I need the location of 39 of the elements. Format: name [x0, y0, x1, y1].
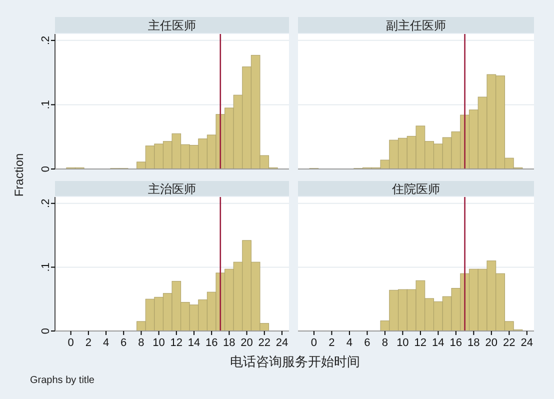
- y-tick-label: .1: [40, 100, 52, 110]
- y-tick-label: .1: [40, 262, 52, 272]
- y-axis-title: Fraction: [12, 153, 26, 197]
- x-tick-label: 24: [276, 336, 288, 349]
- x-tick-label: 8: [138, 336, 144, 349]
- x-tick-label: 22: [503, 336, 516, 349]
- x-tick-label: 6: [120, 336, 127, 349]
- x-tick-label: 16: [205, 336, 218, 349]
- x-tick-label: 24: [520, 336, 534, 349]
- x-tick-label: 4: [346, 336, 353, 349]
- x-tick-label: 10: [152, 336, 165, 349]
- x-tick-label: 14: [432, 336, 444, 349]
- x-tick-label: 18: [223, 336, 236, 349]
- x-tick-label: 12: [170, 336, 183, 349]
- chart-title: 主任医师: [148, 18, 196, 32]
- text: Graphs by title: [30, 375, 95, 386]
- x-tick-label: 8: [382, 336, 388, 349]
- x-tick-label: 20: [240, 336, 253, 349]
- chart-title: 主治医师: [148, 182, 196, 196]
- x-tick-label: 16: [450, 336, 462, 349]
- x-tick-label: 14: [188, 336, 200, 349]
- y-tick-label: .2: [40, 198, 52, 208]
- x-axis-title: 电话咨询服务开始时间: [230, 354, 360, 369]
- y-tick-label: .2: [40, 36, 52, 46]
- x-tick-label: 10: [396, 336, 409, 349]
- chart-title: 副主任医师: [386, 18, 446, 32]
- x-tick-label: 18: [468, 336, 480, 349]
- x-tick-label: 2: [328, 336, 335, 349]
- chart-title: 住院医师: [391, 182, 440, 196]
- x-tick-label: 2: [85, 336, 92, 349]
- x-tick-label: 12: [414, 336, 427, 349]
- x-tick-label: 20: [485, 336, 498, 349]
- x-tick-label: 4: [102, 336, 110, 349]
- x-tick-label: 0: [310, 336, 318, 349]
- y-tick-label: 0: [40, 328, 52, 334]
- y-tick-label: 0: [40, 166, 52, 172]
- x-tick-label: 0: [68, 336, 74, 349]
- x-tick-label: 6: [364, 336, 370, 349]
- x-tick-label: 22: [258, 336, 270, 349]
